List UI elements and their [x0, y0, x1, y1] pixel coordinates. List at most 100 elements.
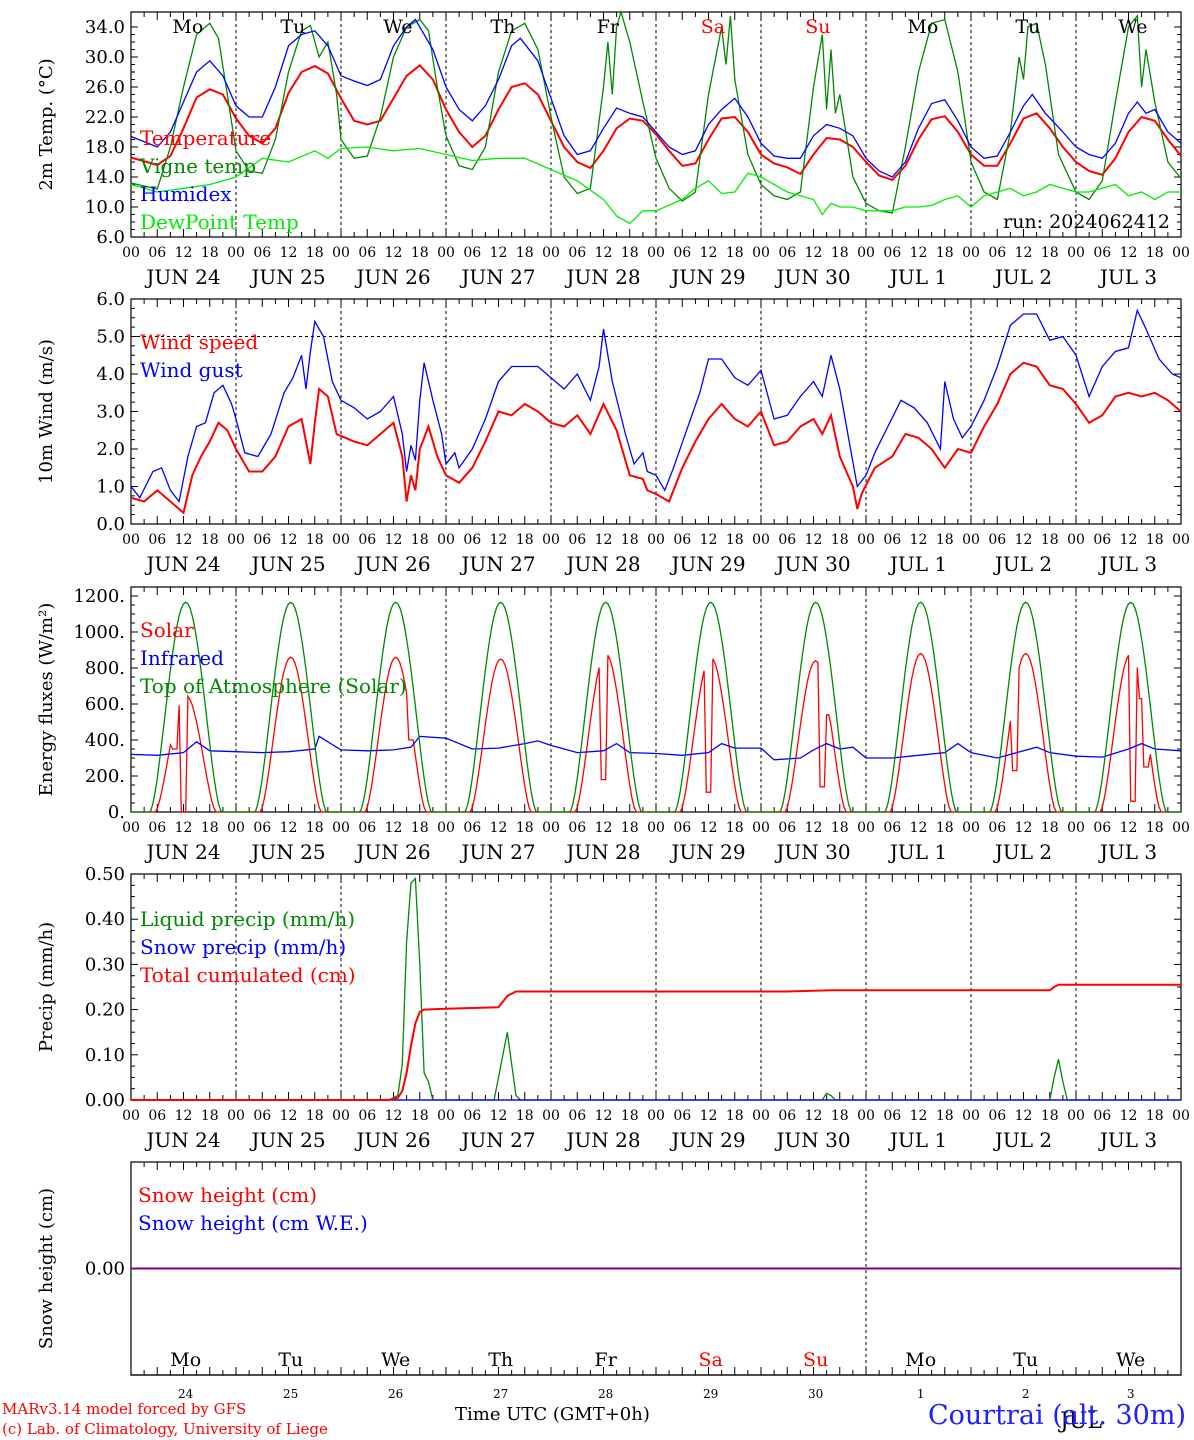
date-label: JUN 28 [564, 552, 640, 576]
hour-tick-label: 00 [122, 245, 140, 261]
hour-tick-label: 00 [962, 245, 980, 261]
hour-tick-label: 00 [647, 1108, 665, 1124]
hour-tick-label: 18 [936, 532, 954, 548]
series-line-wind-gust [130, 308, 1182, 504]
model-credit: MARv3.14 model forced by GFS [2, 1400, 247, 1418]
date-label: JUL 1 [888, 840, 947, 864]
weekday-label: Mo [907, 16, 938, 38]
legend-entry: Vigne temp [139, 154, 256, 178]
hour-tick-label: 00 [962, 820, 980, 836]
hour-tick-label: 12 [700, 1108, 718, 1124]
hour-tick-label: 18 [1041, 245, 1059, 261]
legend-entry: Temperature [140, 126, 271, 150]
y-tick-label: 14.0 [85, 167, 125, 188]
lab-credit: (c) Lab. of Climatology, University of L… [2, 1420, 328, 1438]
day-number-label: 26 [388, 1387, 403, 1401]
hour-tick-label: 00 [122, 532, 140, 548]
hour-tick-label: 18 [1146, 1108, 1164, 1124]
weekday-label: Mo [905, 1349, 936, 1371]
hour-tick-label: 12 [175, 820, 193, 836]
hour-tick-label: 18 [1146, 820, 1164, 836]
y-tick-label: 10.0 [85, 197, 125, 218]
hour-tick-label: 12 [175, 245, 193, 261]
hour-tick-label: 06 [778, 532, 796, 548]
hour-tick-label: 12 [1015, 820, 1033, 836]
hour-tick-label: 18 [621, 1108, 639, 1124]
y-axis-label: Snow height (cm) [36, 1188, 57, 1349]
hour-tick-label: 00 [1172, 820, 1190, 836]
date-label: JUN 25 [249, 1128, 325, 1152]
weekday-label: Mo [172, 16, 203, 38]
hour-tick-label: 06 [778, 820, 796, 836]
hour-tick-label: 00 [542, 820, 560, 836]
hour-tick-label: 00 [227, 820, 245, 836]
hour-tick-label: 00 [122, 820, 140, 836]
date-label: JUL 2 [993, 840, 1052, 864]
y-axis-label: 2m Temp. (°C) [36, 58, 57, 190]
weekday-label: Tu [1015, 16, 1040, 38]
y-tick-label: 0.0 [96, 514, 125, 535]
hour-tick-label: 06 [463, 532, 481, 548]
y-tick-label: 26.0 [85, 77, 125, 98]
hour-tick-label: 18 [1041, 820, 1059, 836]
day-number-label: 27 [493, 1387, 508, 1401]
hour-tick-label: 06 [358, 532, 376, 548]
date-label: JUN 27 [459, 840, 535, 864]
hour-tick-label: 00 [542, 245, 560, 261]
weekday-label: Fr [597, 16, 620, 38]
hour-tick-label: 06 [988, 1108, 1006, 1124]
hour-tick-label: 06 [1093, 245, 1111, 261]
date-label: JUL 2 [993, 552, 1052, 576]
hour-tick-label: 12 [910, 532, 928, 548]
hour-tick-label: 06 [673, 245, 691, 261]
hour-tick-label: 00 [857, 245, 875, 261]
hour-tick-label: 06 [463, 820, 481, 836]
legend-entry: Total cumulated (cm) [140, 963, 356, 987]
y-tick-label: 600. [85, 694, 125, 715]
hour-tick-label: 12 [700, 245, 718, 261]
hour-tick-label: 12 [595, 1108, 613, 1124]
hour-tick-label: 06 [358, 1108, 376, 1124]
hour-tick-label: 18 [936, 820, 954, 836]
hour-tick-label: 12 [280, 1108, 298, 1124]
hour-tick-label: 12 [1120, 820, 1138, 836]
hour-tick-label: 12 [385, 245, 403, 261]
hour-tick-label: 06 [988, 820, 1006, 836]
hour-tick-label: 12 [490, 1108, 508, 1124]
series-line-total-cumulated-cm- [131, 983, 1181, 1101]
weekday-label: Th [488, 1349, 513, 1371]
y-tick-label: 0.00 [85, 1090, 125, 1111]
hour-tick-label: 12 [805, 820, 823, 836]
weekday-label: Sa [701, 16, 725, 38]
hour-tick-label: 18 [726, 1108, 744, 1124]
series-line-humidex [130, 18, 1182, 178]
date-label: JUN 24 [144, 1128, 220, 1152]
hour-tick-label: 18 [411, 532, 429, 548]
hour-tick-label: 06 [253, 532, 271, 548]
hour-tick-label: 18 [726, 820, 744, 836]
y-tick-label: 0.30 [85, 954, 125, 975]
weekday-label: Su [805, 16, 830, 38]
hour-tick-label: 06 [883, 245, 901, 261]
y-tick-label: 5.0 [96, 327, 125, 348]
weekday-label: We [1118, 16, 1147, 38]
legend-entry: Solar [140, 618, 194, 642]
hour-tick-label: 18 [306, 245, 324, 261]
legend-entry: Snow height (cm W.E.) [138, 1211, 368, 1235]
hour-tick-label: 18 [1041, 1108, 1059, 1124]
date-label: JUN 28 [564, 1128, 640, 1152]
hour-tick-label: 12 [910, 820, 928, 836]
day-number-label: 29 [703, 1387, 718, 1401]
date-label: JUL 1 [888, 1128, 947, 1152]
hour-tick-label: 06 [463, 245, 481, 261]
hour-tick-label: 18 [936, 1108, 954, 1124]
hour-tick-label: 12 [385, 532, 403, 548]
hour-tick-label: 12 [805, 245, 823, 261]
legend-entry: Infrared [140, 646, 224, 670]
hour-tick-label: 18 [411, 820, 429, 836]
y-tick-label: 0.50 [85, 864, 125, 885]
hour-tick-label: 00 [227, 1108, 245, 1124]
hour-tick-label: 12 [175, 1108, 193, 1124]
day-number-label: 30 [808, 1387, 823, 1401]
